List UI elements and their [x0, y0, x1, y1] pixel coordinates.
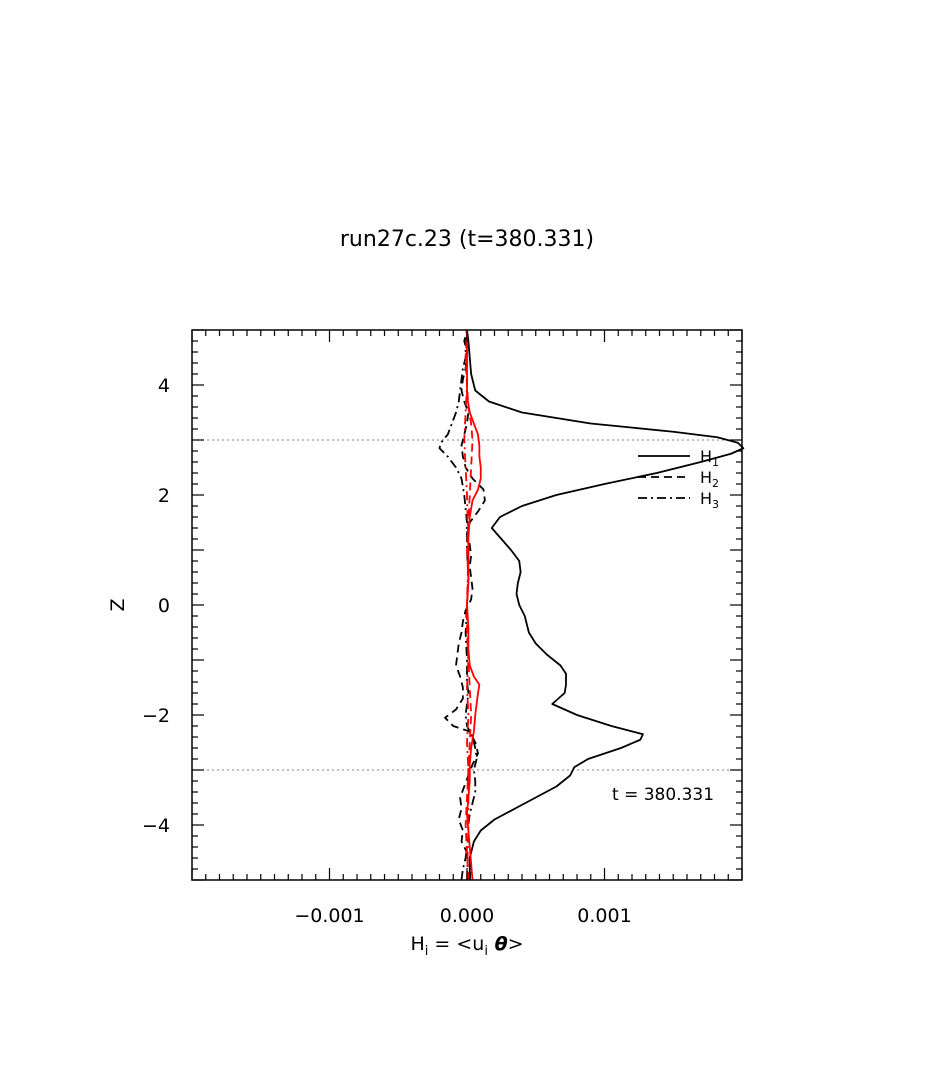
x-label-sub2: i — [484, 944, 488, 959]
y-tick-label: 4 — [158, 375, 170, 397]
x-label-rest: = <u — [428, 933, 484, 955]
x-label-end: > — [508, 933, 524, 955]
series-line-2 — [438, 329, 478, 881]
series-layer — [438, 329, 745, 881]
y-tick-label: −2 — [142, 705, 170, 727]
x-label-sub: i — [425, 944, 429, 959]
x-label-main: H — [410, 933, 424, 955]
series-line-0 — [466, 329, 745, 880]
y-tick-label: −4 — [142, 815, 170, 837]
series-line-5 — [463, 330, 470, 881]
legend-label-2: H2 — [700, 468, 719, 490]
chart-title: run27c.23 (t=380.331) — [340, 227, 594, 252]
y-tick-label: 0 — [158, 595, 170, 617]
x-tick-labels: −0.001 0.000 0.001 — [294, 905, 631, 927]
x-tick-label: −0.001 — [294, 905, 364, 927]
time-annotation: t = 380.331 — [612, 785, 714, 805]
legend-label-3: H3 — [700, 489, 719, 511]
x-tick-label: 0.001 — [577, 905, 631, 927]
y-axis-label: Z — [107, 598, 129, 611]
legend-label-1: H1 — [700, 447, 719, 469]
reference-lines — [192, 439, 742, 771]
x-axis-label: Hi = <ui θ> — [410, 933, 523, 959]
y-tick-labels: 4 2 0 −2 −4 — [142, 375, 170, 837]
y-tick-label: 2 — [158, 485, 170, 507]
x-label-theta: θ — [488, 933, 508, 955]
series-line-1 — [444, 329, 486, 881]
axis-ticks — [191, 329, 743, 881]
x-tick-label: 0.000 — [440, 905, 494, 927]
